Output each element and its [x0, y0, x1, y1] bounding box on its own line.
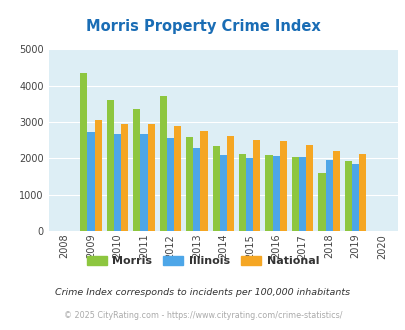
Legend: Morris, Illinois, National: Morris, Illinois, National: [82, 251, 323, 271]
Bar: [332, 151, 339, 231]
Bar: [114, 134, 121, 231]
Bar: [325, 160, 332, 231]
Bar: [173, 126, 181, 231]
Bar: [298, 156, 305, 231]
Bar: [94, 120, 102, 231]
Bar: [185, 137, 193, 231]
Bar: [253, 140, 260, 231]
Bar: [140, 134, 147, 231]
Text: Morris Property Crime Index: Morris Property Crime Index: [85, 19, 320, 34]
Bar: [226, 136, 233, 231]
Bar: [305, 145, 313, 231]
Text: © 2025 CityRating.com - https://www.cityrating.com/crime-statistics/: © 2025 CityRating.com - https://www.city…: [64, 311, 341, 320]
Bar: [212, 146, 219, 231]
Bar: [193, 148, 200, 231]
Bar: [107, 100, 114, 231]
Bar: [279, 141, 286, 231]
Bar: [358, 154, 365, 231]
Bar: [291, 157, 298, 231]
Bar: [87, 132, 94, 231]
Bar: [147, 124, 154, 231]
Bar: [166, 138, 173, 231]
Text: Crime Index corresponds to incidents per 100,000 inhabitants: Crime Index corresponds to incidents per…: [55, 287, 350, 297]
Bar: [159, 96, 166, 231]
Bar: [133, 109, 140, 231]
Bar: [245, 158, 253, 231]
Bar: [272, 156, 279, 231]
Bar: [121, 123, 128, 231]
Bar: [200, 131, 207, 231]
Bar: [80, 73, 87, 231]
Bar: [219, 155, 226, 231]
Bar: [351, 164, 358, 231]
Bar: [344, 161, 351, 231]
Bar: [239, 154, 245, 231]
Bar: [318, 173, 325, 231]
Bar: [265, 155, 272, 231]
